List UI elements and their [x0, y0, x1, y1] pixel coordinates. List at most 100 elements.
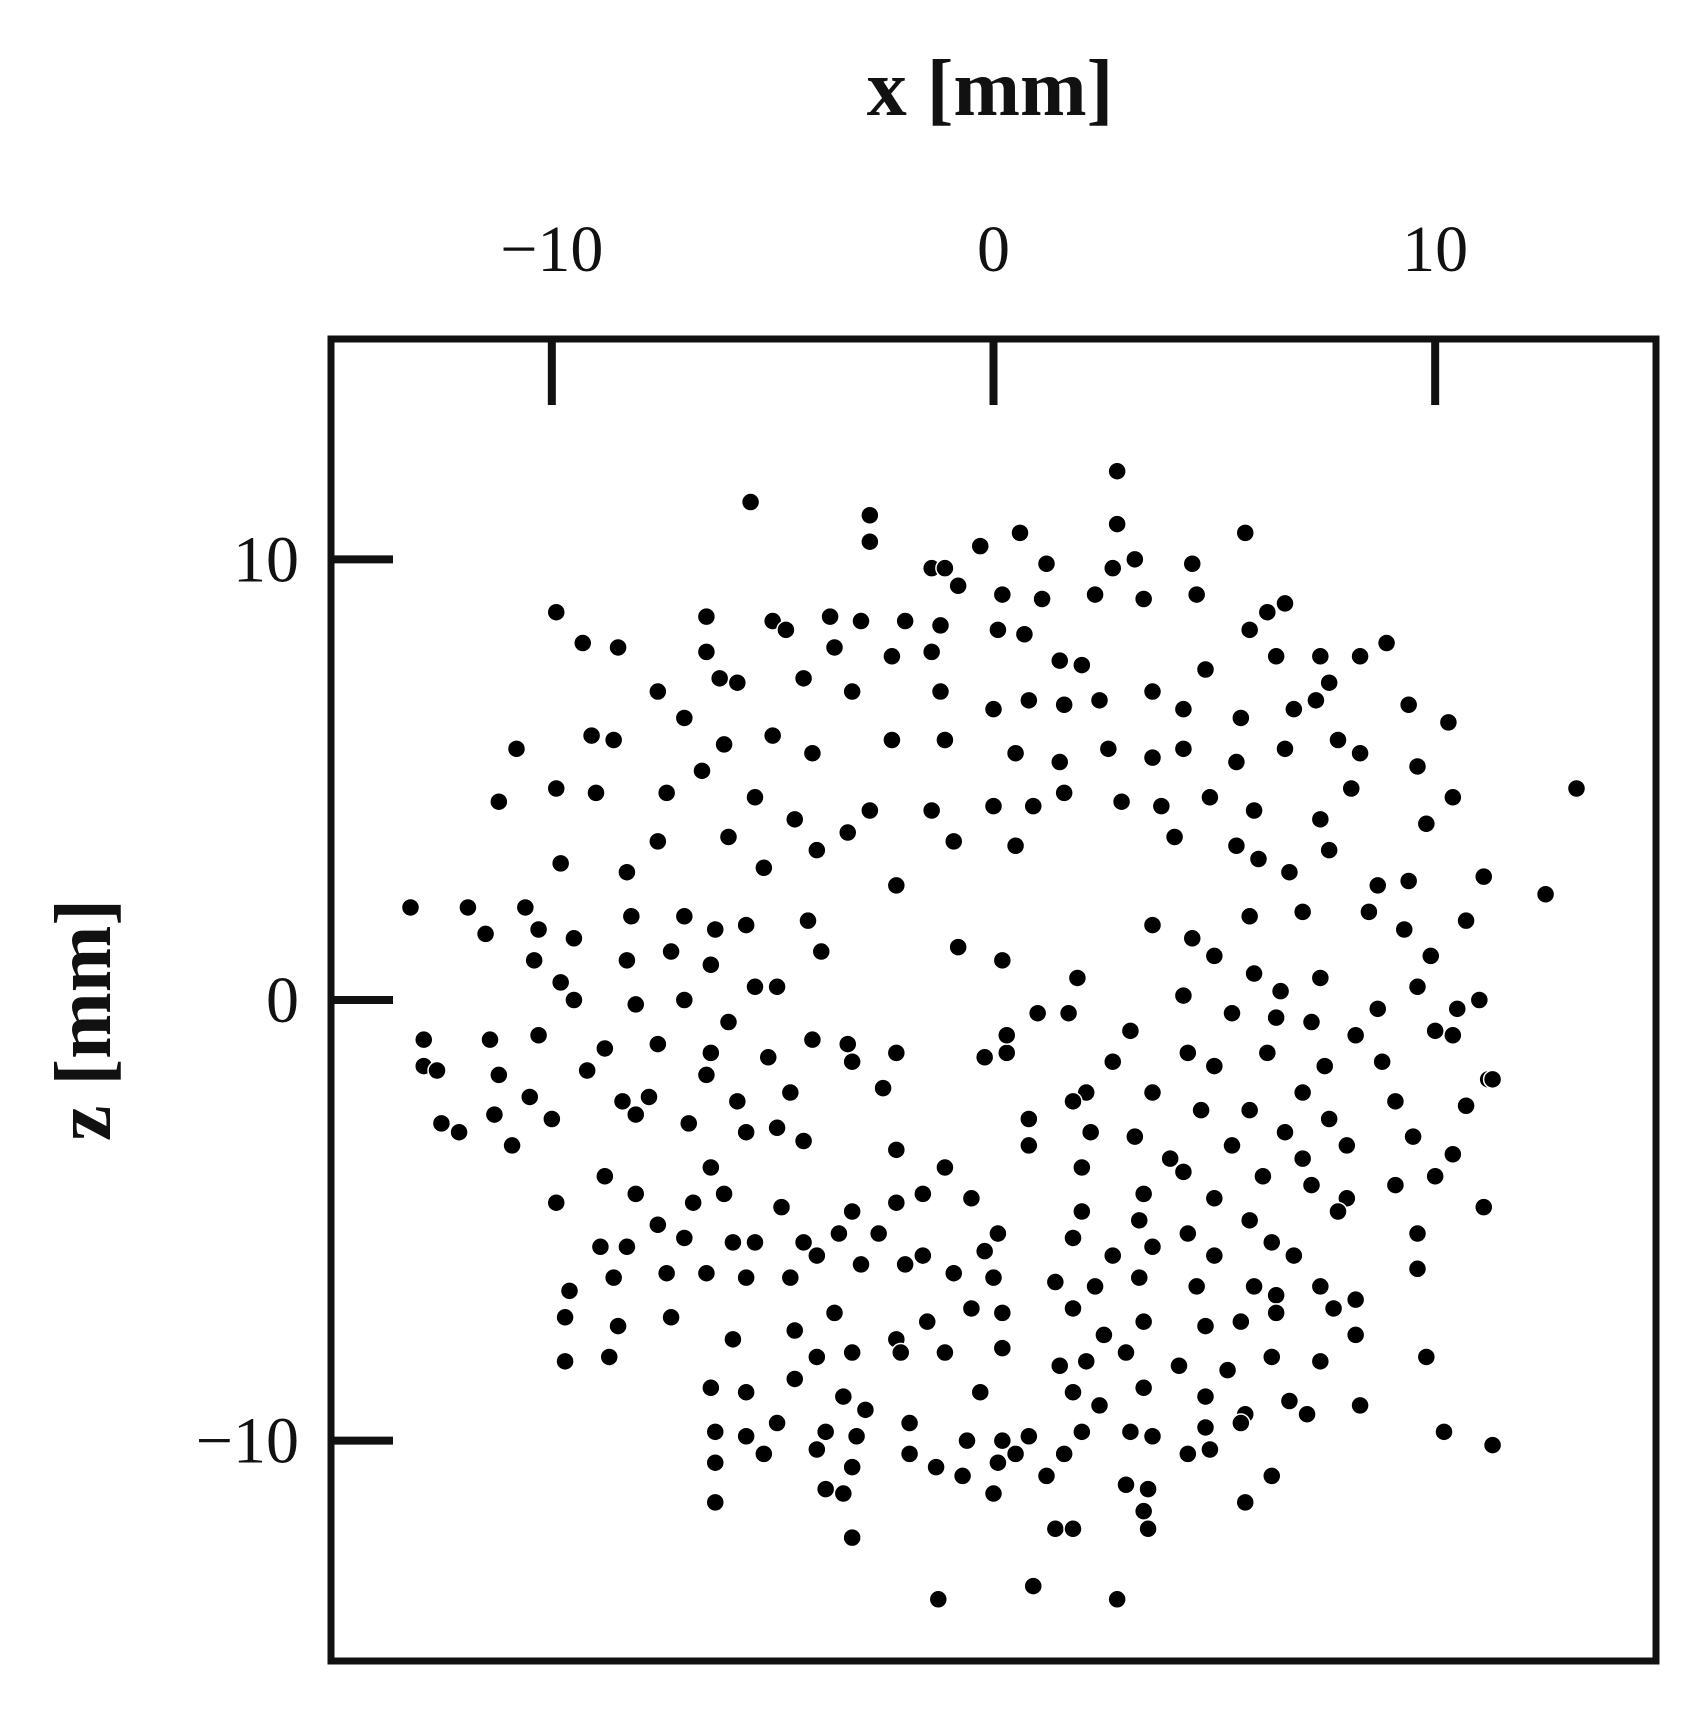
data-point — [1063, 1091, 1083, 1112]
data-point — [1036, 553, 1057, 574]
data-point — [1474, 866, 1494, 887]
data-point — [1120, 1422, 1141, 1442]
data-point — [1182, 928, 1202, 949]
data-point — [431, 1113, 452, 1134]
data-point — [1195, 1386, 1216, 1407]
data-point — [1222, 1003, 1242, 1023]
data-point — [1072, 1201, 1092, 1222]
data-point — [617, 862, 637, 882]
data-point — [1345, 1325, 1366, 1345]
data-point — [1416, 1347, 1437, 1367]
data-point — [546, 778, 566, 799]
data-point — [1235, 523, 1255, 543]
data-point — [961, 1188, 982, 1209]
data-point — [1027, 1003, 1048, 1023]
data-point — [1063, 1382, 1083, 1402]
data-point — [1248, 849, 1269, 869]
data-point — [696, 642, 717, 662]
data-point — [802, 743, 823, 763]
data-point — [1142, 1082, 1163, 1103]
data-point — [1275, 593, 1295, 614]
data-point — [1398, 871, 1419, 891]
data-point — [1425, 1166, 1445, 1187]
data-point — [1014, 624, 1035, 644]
data-point — [1222, 1135, 1242, 1156]
data-point — [1231, 1413, 1251, 1433]
data-point — [793, 1232, 814, 1253]
data-point — [701, 954, 721, 975]
data-point — [546, 602, 566, 622]
data-point — [480, 1029, 500, 1050]
data-point — [1244, 800, 1264, 821]
data-point — [961, 1298, 982, 1319]
data-point — [1262, 1232, 1282, 1253]
data-point — [1151, 796, 1172, 816]
data-point — [701, 1157, 721, 1178]
data-point — [899, 1413, 920, 1433]
data-point — [860, 505, 880, 526]
data-point — [921, 800, 942, 821]
data-point — [1204, 946, 1225, 966]
data-point — [1103, 1245, 1123, 1266]
data-point — [590, 1237, 611, 1257]
data-point — [555, 1351, 575, 1372]
data-point — [1292, 1082, 1313, 1103]
data-point — [414, 1029, 434, 1050]
data-point — [661, 941, 681, 962]
data-point — [1076, 1351, 1096, 1372]
data-point — [1297, 1404, 1317, 1424]
data-point — [674, 708, 695, 728]
data-point — [427, 1060, 447, 1081]
data-point — [696, 1263, 717, 1283]
data-point — [626, 994, 646, 1015]
data-point — [1292, 902, 1313, 922]
data-point — [754, 858, 774, 878]
data-point — [1125, 549, 1145, 570]
data-point — [1345, 1289, 1366, 1310]
data-point — [930, 615, 951, 636]
data-point — [895, 611, 915, 631]
data-point — [780, 1267, 801, 1288]
data-point — [1425, 1021, 1445, 1041]
data-point — [1142, 1426, 1163, 1447]
data-point — [1403, 1126, 1423, 1147]
data-point — [1200, 1439, 1220, 1460]
data-point — [1169, 1356, 1189, 1376]
data-point — [656, 1263, 677, 1283]
data-point — [944, 831, 964, 852]
data-point — [855, 1400, 876, 1420]
data-point — [1482, 1069, 1503, 1090]
data-point — [1138, 1519, 1158, 1539]
data-point — [913, 1245, 933, 1266]
data-point — [1301, 1175, 1322, 1195]
data-point — [701, 1043, 721, 1063]
data-point — [515, 897, 536, 918]
data-point — [913, 1184, 933, 1204]
data-point — [489, 791, 509, 812]
data-point — [745, 787, 765, 808]
data-point — [1173, 699, 1194, 719]
data-point — [542, 1109, 562, 1129]
data-point — [1182, 553, 1202, 574]
data-point — [484, 1104, 505, 1125]
data-point — [736, 1382, 756, 1402]
data-point — [475, 924, 496, 944]
data-point — [599, 1347, 619, 1367]
data-point — [555, 1307, 575, 1328]
data-point — [899, 1444, 920, 1464]
data-point — [767, 977, 787, 997]
data-point — [603, 730, 624, 750]
data-point — [895, 1254, 915, 1275]
data-point — [595, 1038, 615, 1059]
data-point — [1319, 672, 1339, 693]
data-point — [718, 1012, 739, 1032]
data-point — [992, 584, 1013, 605]
data-point — [581, 725, 602, 746]
data-point — [1076, 1082, 1096, 1103]
data-point — [983, 1267, 1004, 1288]
data-point — [948, 576, 968, 596]
data-point — [1407, 1259, 1428, 1279]
data-point — [767, 1118, 787, 1138]
data-point — [930, 681, 951, 702]
data-point — [1129, 1210, 1149, 1231]
